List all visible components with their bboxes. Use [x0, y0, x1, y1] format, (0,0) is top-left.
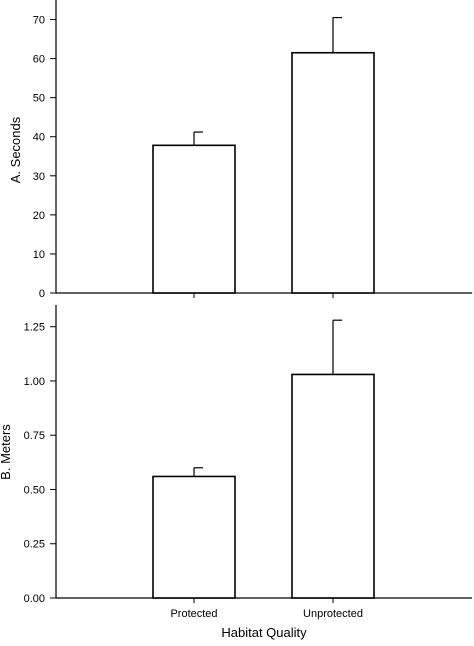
- panel-a-y-axis-label: A. Seconds: [8, 116, 23, 183]
- x-category-label: Protected: [170, 608, 217, 620]
- panel-b-y-axis-label: B. Meters: [0, 424, 13, 480]
- panel-b-bar: [291, 373, 375, 599]
- panel-b-y-ticks: 0.00 0.25 0.50 0.75 1.00 1.25: [24, 322, 56, 605]
- panel-a-bar: [152, 144, 236, 294]
- panel-b-y-tick-label: 1.25: [24, 322, 45, 334]
- panel-a-y-tick-label: 50: [33, 93, 45, 105]
- panel-a-bars: [152, 16, 473, 298]
- x-axis-label: Habitat Quality: [221, 625, 307, 640]
- panel-a-y-tick-label: 20: [33, 210, 45, 222]
- panel-a-y-tick-label: 30: [33, 171, 45, 183]
- panel-b-y-tick-label: 0.25: [24, 539, 45, 551]
- panel-a-y-tick-label: 0: [39, 288, 45, 300]
- x-category-label: Unprotected: [303, 608, 363, 620]
- panel-b: 0.00 0.25 0.50 0.75 1.00 1.25 Protected Unprot…: [0, 305, 472, 640]
- panel-a-y-tick-label: 10: [33, 249, 45, 261]
- panel-a-y-tick-label: 40: [33, 132, 45, 144]
- panel-a-y-tick-label: 70: [33, 15, 45, 27]
- panel-b-bars: [152, 319, 375, 599]
- panel-b-y-tick-label: 0.75: [24, 430, 45, 442]
- panel-b-x-ticks: Protected Unprotected: [170, 598, 363, 620]
- panel-a-y-ticks: 0 10 20 30 40 50 60 70: [33, 15, 56, 300]
- panel-b-y-tick-label: 1.00: [24, 376, 45, 388]
- panel-a: 0 10 20 30 40 50 60 70 A. Seconds: [8, 0, 473, 300]
- panel-b-y-tick-label: 0.00: [24, 593, 45, 605]
- panel-b-y-tick-label: 0.50: [24, 484, 45, 496]
- panel-a-bar: [291, 51, 375, 294]
- panel-a-y-tick-label: 60: [33, 54, 45, 66]
- panel-b-bar: [152, 475, 236, 599]
